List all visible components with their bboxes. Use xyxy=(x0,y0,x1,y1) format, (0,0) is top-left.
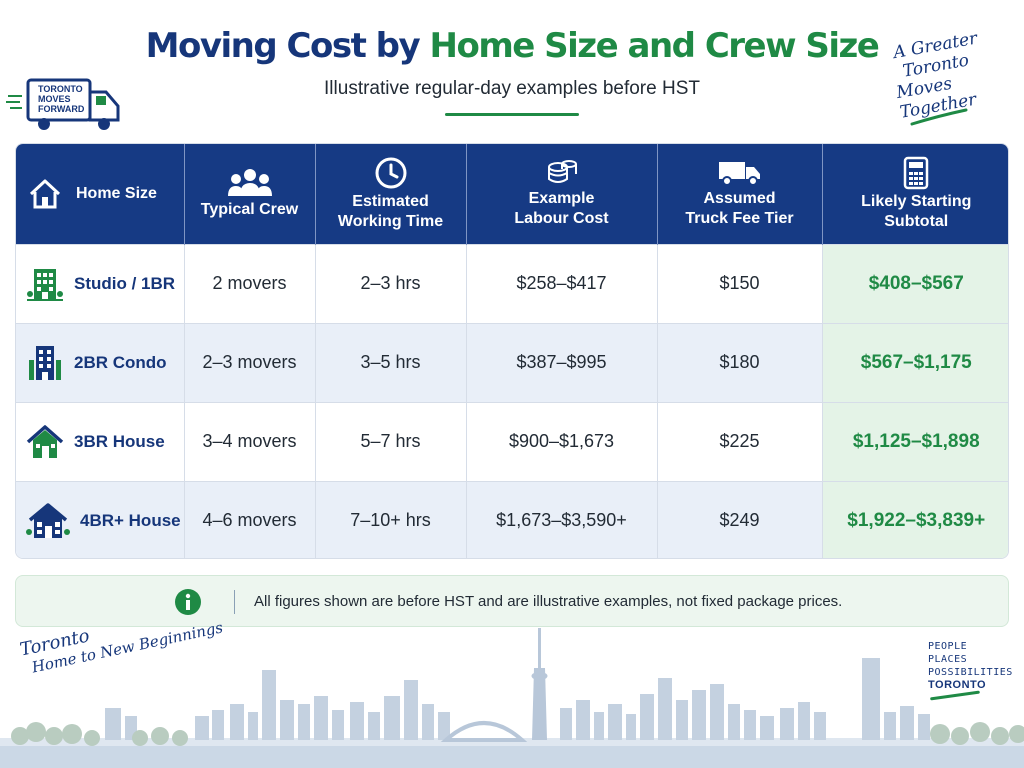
cell-crew: 2 movers xyxy=(184,243,316,323)
header-label-line2: Subtotal xyxy=(884,212,949,230)
house-icon xyxy=(29,179,61,209)
cell-home-size: 2BR Condo xyxy=(16,322,185,402)
cell-crew: 3–4 movers xyxy=(184,401,316,481)
truck-icon xyxy=(718,161,760,186)
table-row: 4BR+ House 4–6 movers 7–10+ hrs $1,673–$… xyxy=(16,480,1008,558)
toronto-skyline-illustration xyxy=(0,628,1024,768)
footer-brand-line: PEOPLE xyxy=(928,641,968,652)
disclaimer-note: All figures shown are before HST and are… xyxy=(15,575,1009,627)
clock-icon xyxy=(375,157,406,189)
cell-truck-fee: $225 xyxy=(657,401,823,481)
logo-text: TORONTO MOVES FORWARD xyxy=(38,84,90,114)
header-label-line1: Assumed xyxy=(703,189,776,207)
home-size-label: 3BR House xyxy=(74,431,165,451)
cell-truck-fee: $180 xyxy=(657,322,823,402)
header-working-time: Estimated Working Time xyxy=(315,144,467,244)
calculator-icon xyxy=(904,156,929,189)
footer-brand-line: POSSIBILITIES xyxy=(928,667,1013,678)
footer-brand-name: TORONTO xyxy=(928,679,987,691)
home-size-label: 4BR+ House xyxy=(80,510,181,530)
page-subtitle: Illustrative regular-day examples before… xyxy=(324,78,700,99)
header-label: Typical Crew xyxy=(200,200,299,218)
large-house-icon xyxy=(26,503,70,538)
cell-crew: 4–6 movers xyxy=(184,480,316,558)
footer-brand: PEOPLE PLACES POSSIBILITIES TORONTO xyxy=(928,640,1013,692)
cell-subtotal: $1,125–$1,898 xyxy=(822,401,1008,481)
cell-labour: $387–$995 xyxy=(466,322,658,402)
cell-truck-fee: $249 xyxy=(657,480,823,558)
title-part-navy: Moving Cost by xyxy=(145,26,421,66)
logo-line: TORONTO xyxy=(38,84,83,94)
table-row: Studio / 1BR 2 movers 2–3 hrs $258–$417 … xyxy=(16,243,1008,323)
note-text: All figures shown are before HST and are… xyxy=(254,593,843,610)
page-title: Moving Cost by Home Size and Crew Size xyxy=(0,26,1024,66)
cell-time: 7–10+ hrs xyxy=(315,480,467,558)
cell-labour: $1,673–$3,590+ xyxy=(466,480,658,558)
coins-icon xyxy=(547,159,577,183)
header-labour-cost: Example Labour Cost xyxy=(466,144,658,244)
header-label-line1: Estimated xyxy=(352,192,429,210)
header-label: Home Size xyxy=(76,184,157,202)
header-truck-fee: Assumed Truck Fee Tier xyxy=(657,144,823,244)
title-part-green: Home Size and Crew Size xyxy=(429,26,880,66)
cell-time: 3–5 hrs xyxy=(315,322,467,402)
header-label-line2: Working Time xyxy=(337,212,444,230)
header-label-line1: Likely Starting xyxy=(861,192,972,210)
cell-home-size: 4BR+ House xyxy=(16,480,185,558)
header-home-size: Home Size xyxy=(16,144,185,244)
logo-line: FORWARD xyxy=(38,104,85,114)
header-label-line2: Truck Fee Tier xyxy=(685,209,794,227)
people-group-icon xyxy=(227,168,272,196)
table-header-row: Home Size Typical Crew xyxy=(16,144,1008,244)
cell-subtotal: $408–$567 xyxy=(822,243,1008,323)
house-icon xyxy=(26,424,64,458)
header-label-line2: Labour Cost xyxy=(514,209,609,227)
cell-truck-fee: $150 xyxy=(657,243,823,323)
logo-line: MOVES xyxy=(38,94,71,104)
cell-home-size: 3BR House xyxy=(16,401,185,481)
home-size-label: Studio / 1BR xyxy=(74,273,176,293)
cell-time: 2–3 hrs xyxy=(315,243,467,323)
home-size-label: 2BR Condo xyxy=(74,352,167,372)
footer-brand-line: PLACES xyxy=(928,654,968,665)
cost-table: Home Size Typical Crew xyxy=(15,143,1009,559)
cell-labour: $258–$417 xyxy=(466,243,658,323)
table-row: 3BR House 3–4 movers 5–7 hrs $900–$1,673… xyxy=(16,401,1008,481)
cell-crew: 2–3 movers xyxy=(184,322,316,402)
table-row: 2BR Condo 2–3 movers 3–5 hrs $387–$995 $… xyxy=(16,322,1008,402)
info-icon xyxy=(175,589,201,615)
condo-building-icon xyxy=(29,345,61,380)
cell-subtotal: $567–$1,175 xyxy=(822,322,1008,402)
truck-logo-icon xyxy=(6,78,120,130)
cell-subtotal: $1,922–$3,839+ xyxy=(822,480,1008,558)
cell-home-size: Studio / 1BR xyxy=(16,243,185,323)
cell-time: 5–7 hrs xyxy=(315,401,467,481)
header-typical-crew: Typical Crew xyxy=(184,144,316,244)
swoosh-decoration xyxy=(910,108,968,126)
header-label-line1: Example xyxy=(528,189,595,207)
apartment-building-icon xyxy=(27,268,63,301)
note-divider xyxy=(234,590,235,614)
title-underline xyxy=(445,113,579,116)
cell-labour: $900–$1,673 xyxy=(466,401,658,481)
header-subtotal: Likely Starting Subtotal xyxy=(822,144,1008,244)
